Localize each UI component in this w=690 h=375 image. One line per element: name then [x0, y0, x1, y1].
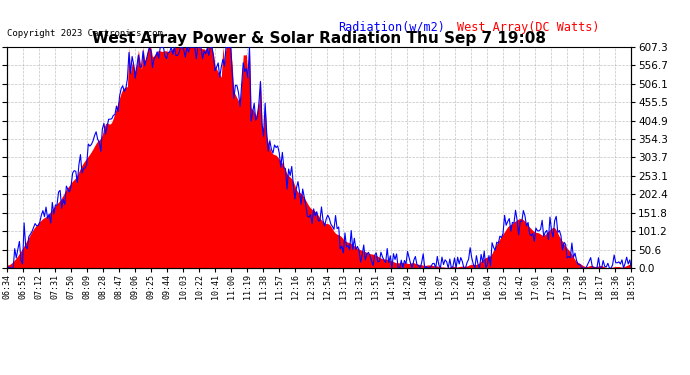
Text: West Array(DC Watts): West Array(DC Watts)	[457, 21, 599, 34]
Text: Radiation(w/m2): Radiation(w/m2)	[338, 21, 445, 34]
Title: West Array Power & Solar Radiation Thu Sep 7 19:08: West Array Power & Solar Radiation Thu S…	[92, 31, 546, 46]
Text: Copyright 2023 Cartronics.com: Copyright 2023 Cartronics.com	[7, 28, 163, 38]
